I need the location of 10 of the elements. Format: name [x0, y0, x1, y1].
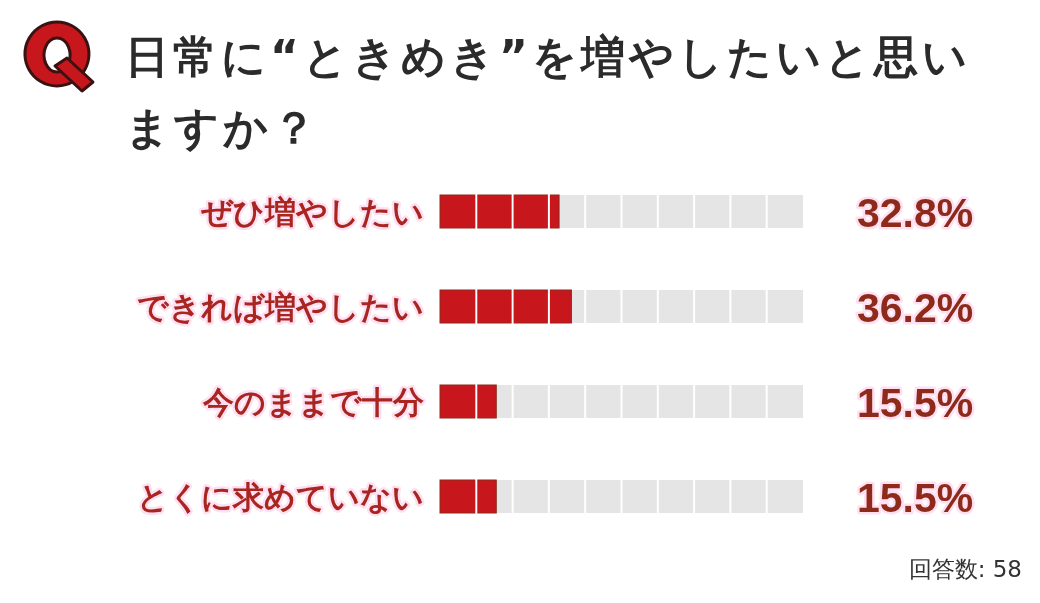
- chart-title: 日常に“ときめき”を増やしたいと思いますか？: [125, 31, 971, 153]
- y-tick-label: ぜひ増やしたい: [200, 193, 424, 230]
- text: 回答数: 58: [908, 556, 1022, 582]
- data-label: 15.5%: [857, 379, 974, 426]
- data-label: 36.2%: [857, 284, 974, 331]
- data-label: 32.8%: [857, 189, 974, 236]
- y-tick-label: とくに求めていない: [137, 478, 424, 515]
- y-tick-label: 今のままで十分: [202, 383, 424, 420]
- y-tick-label: できれば増やしたい: [137, 288, 424, 325]
- data-label: 15.5%: [857, 474, 974, 521]
